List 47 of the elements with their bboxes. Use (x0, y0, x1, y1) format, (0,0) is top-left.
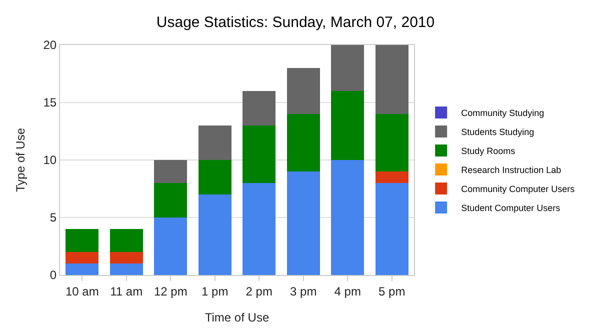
bar (154, 183, 188, 218)
bar (331, 160, 364, 275)
bar (110, 264, 143, 275)
x-tick-label: 2 pm (246, 284, 272, 298)
legend-label: Community Computer Users (461, 184, 576, 194)
bar (154, 218, 188, 275)
y-axis-title: Type of Use (14, 128, 28, 192)
y-tick-label: 5 (50, 210, 57, 225)
bar (110, 252, 143, 264)
bar (286, 114, 320, 172)
legend-label: Student Computer Users (461, 203, 561, 214)
y-tick-label: 0 (50, 268, 57, 282)
x-tick-label: 11 am (110, 284, 143, 298)
legend-label: Students Studying (461, 127, 534, 138)
bar (331, 45, 364, 91)
y-tick-label: 15 (43, 96, 57, 110)
bar (198, 160, 232, 194)
bar (66, 252, 99, 264)
x-axis-title: Time of Use (204, 310, 270, 324)
bar (66, 264, 99, 275)
legend-label: Research Instruction Lab (461, 165, 562, 176)
bar (242, 183, 276, 275)
x-tick-label: 5 pm (378, 284, 406, 298)
x-tick-label: 4 pm (334, 284, 361, 298)
x-tick-label: 3 pm (290, 284, 317, 298)
bar (286, 172, 320, 275)
chart-title: Usage Statistics: Sunday, March 07, 2010 (156, 14, 435, 32)
bar (331, 91, 364, 160)
x-tick-label: 10 am (65, 284, 99, 298)
y-tick-label: 10 (43, 153, 57, 168)
bar (242, 126, 276, 183)
bar (66, 229, 99, 252)
bar (198, 194, 232, 275)
bar (286, 68, 320, 114)
bar (375, 183, 408, 275)
bar (154, 160, 188, 183)
legend-label: Study Rooms (461, 146, 516, 156)
bar (242, 91, 276, 126)
y-tick-label: 20 (43, 38, 57, 52)
x-tick-label: 12 pm (154, 284, 188, 298)
bar (375, 172, 408, 183)
bar (375, 45, 408, 114)
bar (110, 229, 143, 252)
x-tick-label: 1 pm (202, 284, 228, 298)
bar (375, 114, 408, 172)
bar (198, 126, 232, 160)
legend-label: Community Studying (461, 108, 544, 118)
